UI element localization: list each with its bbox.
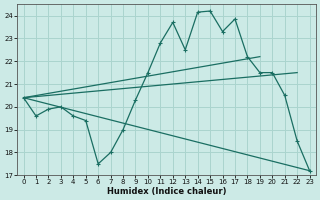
X-axis label: Humidex (Indice chaleur): Humidex (Indice chaleur) [107,187,226,196]
